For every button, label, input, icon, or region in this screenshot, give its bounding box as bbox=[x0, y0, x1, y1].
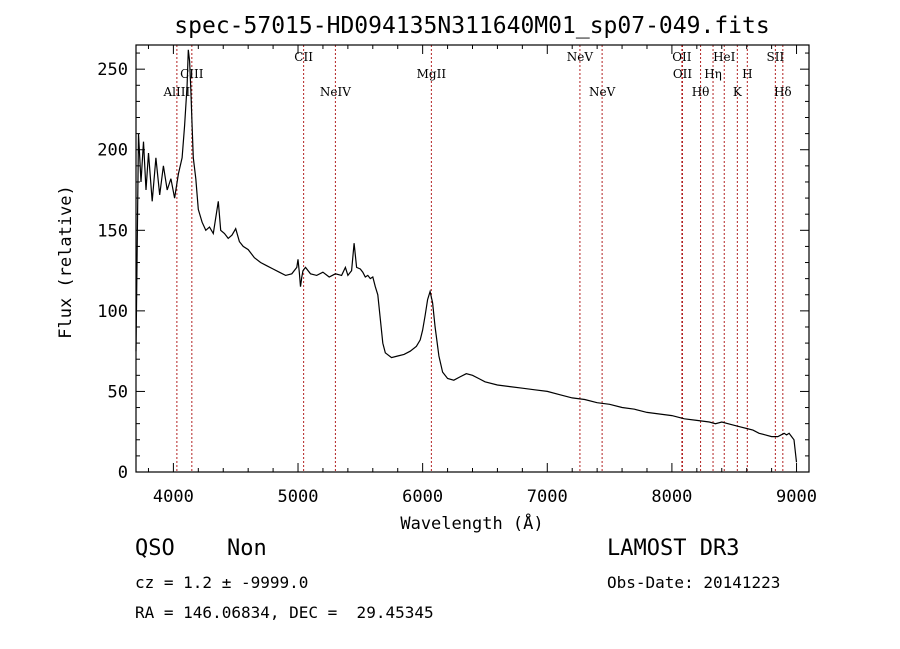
coordinates: RA = 146.06834, DEC = 29.45345 bbox=[135, 603, 434, 622]
emission-line-markers bbox=[176, 45, 784, 472]
x-tick-label: 7000 bbox=[527, 487, 568, 507]
object-class: QSO bbox=[135, 536, 175, 561]
observation-date: Obs-Date: 20141223 bbox=[607, 573, 781, 592]
survey-name: LAMOST DR3 bbox=[607, 536, 740, 561]
emission-line-label: H bbox=[742, 67, 752, 81]
emission-line-label: OII bbox=[672, 50, 692, 64]
x-tick-label: 8000 bbox=[651, 487, 692, 507]
x-tick-label: 4000 bbox=[153, 487, 194, 507]
x-tick-label: 6000 bbox=[402, 487, 443, 507]
y-tick-label: 50 bbox=[108, 382, 128, 402]
x-tick-label: 5000 bbox=[278, 487, 319, 507]
plot-frame bbox=[135, 44, 810, 473]
emission-line-label: Hδ bbox=[774, 85, 792, 99]
object-subclass: Non bbox=[227, 536, 267, 561]
emission-line-label: CII bbox=[294, 50, 313, 64]
emission-line-label: HeI bbox=[713, 50, 736, 64]
x-axis-ticks: 4000 5000 6000 7000 8000 9000 bbox=[147, 45, 817, 507]
emission-line-label: SII bbox=[766, 50, 784, 64]
emission-line-label: NeV bbox=[589, 85, 616, 99]
emission-line-label: K bbox=[733, 85, 743, 99]
spectrum-line bbox=[135, 49, 798, 463]
emission-line-label: AlIII bbox=[163, 85, 191, 99]
emission-line-label: Hη bbox=[704, 67, 722, 81]
y-axis-label: Flux (relative) bbox=[56, 185, 76, 339]
x-tick-label: 9000 bbox=[776, 487, 817, 507]
emission-line-label: OII bbox=[673, 67, 693, 81]
emission-line-label: NeIV bbox=[320, 85, 351, 99]
emission-line-label: MgII bbox=[417, 67, 447, 81]
emission-line-label: Hθ bbox=[692, 85, 710, 99]
x-axis-label: Wavelength (Å) bbox=[400, 512, 543, 534]
chart-title: spec-57015-HD094135N311640M01_sp07-049.f… bbox=[174, 13, 769, 39]
y-tick-label: 200 bbox=[97, 141, 128, 161]
redshift-cz: cz = 1.2 ± -9999.0 bbox=[135, 573, 309, 592]
emission-line-label: CIII bbox=[180, 67, 204, 81]
emission-line-labels: AlIII CIII CII NeIV MgII NeV NeV OII OII Hθ Hη HeI K… bbox=[163, 50, 792, 99]
y-tick-label: 0 bbox=[118, 463, 128, 483]
y-tick-label: 250 bbox=[97, 60, 128, 80]
y-tick-label: 100 bbox=[97, 302, 128, 322]
emission-line-label: NeV bbox=[567, 50, 594, 64]
y-axis-ticks: 0 50 100 150 200 250 bbox=[97, 52, 809, 483]
y-tick-label: 150 bbox=[97, 221, 128, 241]
